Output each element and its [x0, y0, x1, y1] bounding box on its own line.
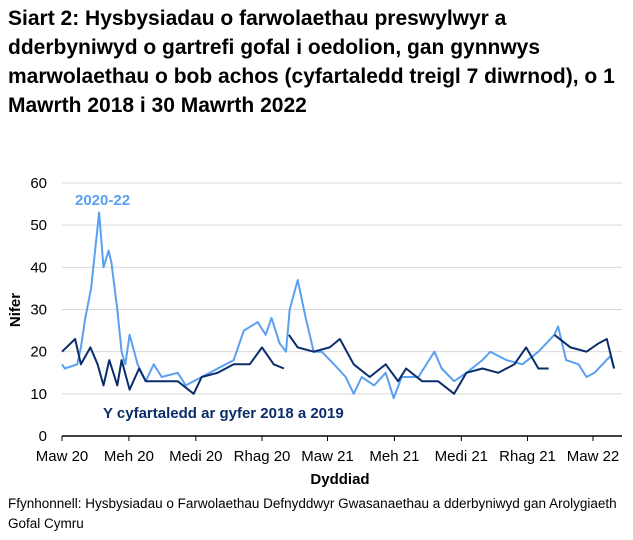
y-axis-label: Nifer: [7, 293, 24, 327]
x-tick-label: Medi 21: [435, 448, 488, 465]
series-label-2020-22: 2020-22: [75, 192, 130, 209]
y-tick-label: 10: [30, 386, 47, 403]
series-line-average-2018-2019: [288, 334, 549, 395]
x-tick-label: Medi 20: [169, 448, 222, 465]
x-tick-label: Maw 20: [36, 448, 89, 465]
x-tick-label: Rhag 20: [234, 448, 291, 465]
y-tick-label: 20: [30, 344, 47, 361]
y-tick-label: 60: [30, 175, 47, 192]
x-axis-label: Dyddiad: [310, 471, 369, 488]
x-tick-label: Maw 22: [567, 448, 620, 465]
y-tick-label: 0: [39, 428, 47, 445]
series-line-2020-22: [61, 211, 616, 400]
chart-title: Siart 2: Hysbysiadau o farwolaethau pres…: [8, 7, 615, 117]
x-tick-label: Meh 21: [369, 448, 419, 465]
x-tick-label: Rhag 21: [499, 448, 556, 465]
x-tick-label: Meh 20: [104, 448, 154, 465]
x-tick-label: Maw 21: [301, 448, 354, 465]
y-tick-label: 30: [30, 302, 47, 319]
series-line-average-2018-2019: [553, 334, 616, 369]
source-note: Ffynhonnell: Hysbysiadau o Farwolaethau …: [8, 496, 617, 531]
y-tick-label: 40: [30, 259, 47, 276]
y-tick-label: 50: [30, 217, 47, 234]
series-label-average-2018-2019: Y cyfartaledd ar gyfer 2018 a 2019: [103, 405, 344, 422]
series-line-average-2018-2019: [61, 338, 285, 395]
